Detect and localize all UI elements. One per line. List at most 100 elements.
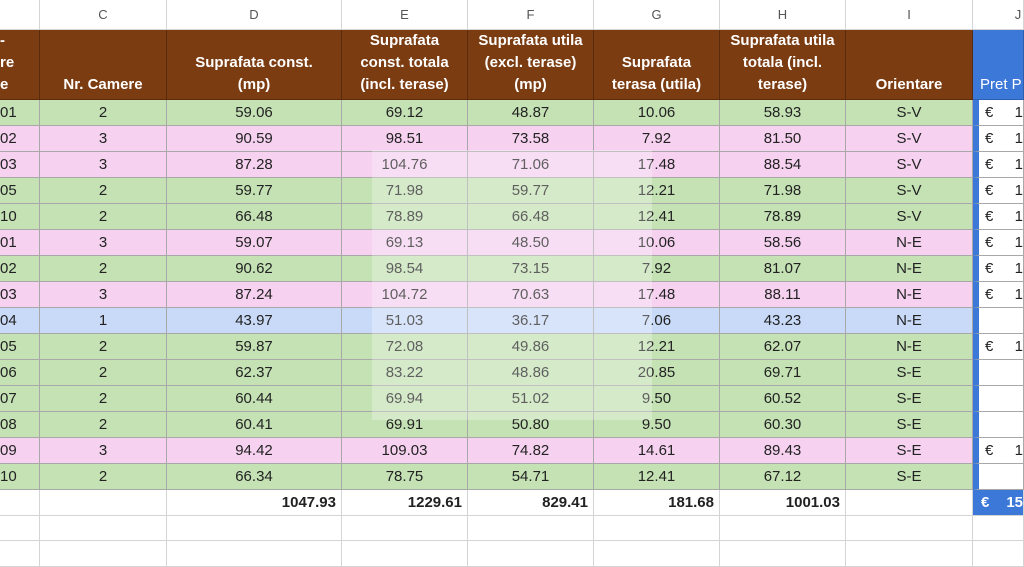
data-cell[interactable]: 71.98 — [720, 178, 846, 204]
data-cell[interactable]: 66.48 — [468, 204, 594, 230]
data-cell[interactable]: 3 — [40, 438, 167, 464]
total-cell[interactable] — [0, 490, 40, 516]
data-cell[interactable]: 89.43 — [720, 438, 846, 464]
price-cell[interactable] — [973, 464, 1024, 490]
data-cell[interactable]: S-V — [846, 178, 973, 204]
data-cell[interactable]: 48.50 — [468, 230, 594, 256]
data-cell[interactable]: 81.07 — [720, 256, 846, 282]
data-cell[interactable]: 49.86 — [468, 334, 594, 360]
price-cell[interactable]: €1 — [973, 438, 1024, 464]
empty-cell[interactable] — [0, 541, 40, 567]
data-cell[interactable]: 9.50 — [594, 412, 720, 438]
data-cell[interactable]: 04 — [0, 308, 40, 334]
data-cell[interactable]: 66.34 — [167, 464, 342, 490]
price-cell[interactable]: €1 — [973, 178, 1024, 204]
data-cell[interactable]: 05 — [0, 178, 40, 204]
total-cell[interactable]: 1001.03 — [720, 490, 846, 516]
total-cell[interactable] — [40, 490, 167, 516]
price-total-cell[interactable]: €15 — [973, 490, 1024, 516]
data-cell[interactable]: 02 — [0, 256, 40, 282]
data-cell[interactable]: 03 — [0, 282, 40, 308]
data-cell[interactable]: 12.21 — [594, 334, 720, 360]
data-cell[interactable]: S-E — [846, 386, 973, 412]
data-cell[interactable]: 62.07 — [720, 334, 846, 360]
data-cell[interactable]: 109.03 — [342, 438, 468, 464]
data-cell[interactable]: 2 — [40, 386, 167, 412]
data-cell[interactable]: 90.62 — [167, 256, 342, 282]
data-cell[interactable]: 17.48 — [594, 282, 720, 308]
data-cell[interactable]: 2 — [40, 464, 167, 490]
data-cell[interactable]: 10 — [0, 464, 40, 490]
data-cell[interactable]: 12.41 — [594, 464, 720, 490]
total-cell[interactable]: 181.68 — [594, 490, 720, 516]
data-cell[interactable]: 70.63 — [468, 282, 594, 308]
data-cell[interactable]: 104.72 — [342, 282, 468, 308]
empty-cell[interactable] — [40, 516, 167, 541]
data-cell[interactable]: N-E — [846, 308, 973, 334]
data-cell[interactable]: 59.77 — [167, 178, 342, 204]
data-cell[interactable]: 74.82 — [468, 438, 594, 464]
data-cell[interactable]: 73.58 — [468, 126, 594, 152]
data-cell[interactable]: 71.98 — [342, 178, 468, 204]
data-cell[interactable]: 78.89 — [342, 204, 468, 230]
data-cell[interactable]: 104.76 — [342, 152, 468, 178]
data-cell[interactable]: 3 — [40, 230, 167, 256]
data-cell[interactable]: 06 — [0, 360, 40, 386]
data-cell[interactable]: 87.24 — [167, 282, 342, 308]
data-cell[interactable]: 87.28 — [167, 152, 342, 178]
price-cell[interactable] — [973, 308, 1024, 334]
data-cell[interactable]: 12.41 — [594, 204, 720, 230]
data-cell[interactable]: 7.92 — [594, 256, 720, 282]
data-cell[interactable]: N-E — [846, 230, 973, 256]
data-cell[interactable]: 66.48 — [167, 204, 342, 230]
data-cell[interactable]: 81.50 — [720, 126, 846, 152]
empty-cell[interactable] — [0, 516, 40, 541]
data-cell[interactable]: S-V — [846, 152, 973, 178]
data-cell[interactable]: 48.86 — [468, 360, 594, 386]
data-cell[interactable]: 71.06 — [468, 152, 594, 178]
data-cell[interactable]: 58.93 — [720, 100, 846, 126]
empty-cell[interactable] — [594, 541, 720, 567]
data-cell[interactable]: 01 — [0, 100, 40, 126]
data-cell[interactable]: S-V — [846, 100, 973, 126]
data-cell[interactable]: 2 — [40, 204, 167, 230]
data-cell[interactable]: 90.59 — [167, 126, 342, 152]
total-cell[interactable] — [846, 490, 973, 516]
data-cell[interactable]: 43.97 — [167, 308, 342, 334]
data-cell[interactable]: 2 — [40, 412, 167, 438]
price-cell[interactable]: €1 — [973, 152, 1024, 178]
empty-cell[interactable] — [720, 541, 846, 567]
data-cell[interactable]: 3 — [40, 282, 167, 308]
column-letter-cell[interactable]: G — [594, 0, 720, 30]
data-cell[interactable]: 51.02 — [468, 386, 594, 412]
data-cell[interactable]: 02 — [0, 126, 40, 152]
data-cell[interactable]: 62.37 — [167, 360, 342, 386]
data-cell[interactable]: 2 — [40, 334, 167, 360]
data-cell[interactable]: S-V — [846, 204, 973, 230]
data-cell[interactable]: 59.06 — [167, 100, 342, 126]
price-cell[interactable]: €1 — [973, 282, 1024, 308]
data-cell[interactable]: 2 — [40, 256, 167, 282]
data-cell[interactable]: 69.94 — [342, 386, 468, 412]
data-cell[interactable]: S-E — [846, 412, 973, 438]
data-cell[interactable]: 69.12 — [342, 100, 468, 126]
empty-cell[interactable] — [167, 516, 342, 541]
data-cell[interactable]: 88.11 — [720, 282, 846, 308]
data-cell[interactable]: S-E — [846, 438, 973, 464]
empty-cell[interactable] — [846, 516, 973, 541]
data-cell[interactable]: 10.06 — [594, 230, 720, 256]
price-cell[interactable]: €1 — [973, 126, 1024, 152]
data-cell[interactable]: 60.44 — [167, 386, 342, 412]
data-cell[interactable]: 60.41 — [167, 412, 342, 438]
data-cell[interactable]: S-E — [846, 464, 973, 490]
data-cell[interactable]: N-E — [846, 334, 973, 360]
empty-cell[interactable] — [468, 541, 594, 567]
price-cell[interactable]: €1 — [973, 204, 1024, 230]
column-letter-cell[interactable]: J — [973, 0, 1024, 30]
data-cell[interactable]: 09 — [0, 438, 40, 464]
data-cell[interactable]: 2 — [40, 178, 167, 204]
data-cell[interactable]: 3 — [40, 126, 167, 152]
total-cell[interactable]: 1229.61 — [342, 490, 468, 516]
data-cell[interactable]: 01 — [0, 230, 40, 256]
data-cell[interactable]: 50.80 — [468, 412, 594, 438]
